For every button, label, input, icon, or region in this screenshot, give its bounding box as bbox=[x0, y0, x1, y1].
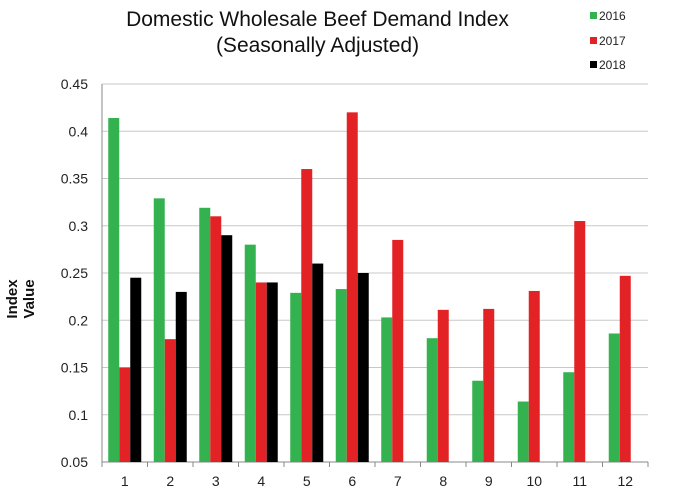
bar-2017-1 bbox=[119, 367, 131, 462]
y-tick-label: 0.2 bbox=[69, 312, 89, 328]
y-tick-label: 0.3 bbox=[69, 218, 89, 234]
legend-item-2017: 2017 bbox=[590, 34, 626, 48]
x-tick-label: 7 bbox=[394, 473, 402, 489]
bar-2018-5 bbox=[312, 263, 324, 462]
bar-2016-6 bbox=[335, 289, 347, 462]
bar-2017-4 bbox=[255, 282, 267, 462]
y-tick-label: 0.1 bbox=[69, 407, 89, 423]
x-tick-label: 3 bbox=[212, 473, 220, 489]
y-tick-label: 0.25 bbox=[61, 265, 88, 281]
bar-2016-12 bbox=[608, 333, 620, 462]
bar-2016-4 bbox=[244, 244, 256, 462]
x-tick-label: 12 bbox=[617, 473, 633, 489]
bar-2017-5 bbox=[301, 169, 313, 463]
bar-2016-7 bbox=[381, 317, 393, 462]
bar-2018-1 bbox=[130, 277, 142, 462]
bar-2016-8 bbox=[426, 338, 438, 462]
chart-title: Domestic Wholesale Beef Demand Index bbox=[126, 8, 509, 31]
legend-swatch-2018 bbox=[590, 61, 597, 68]
bar-2016-1 bbox=[108, 118, 120, 463]
x-tick-label: 4 bbox=[257, 473, 265, 489]
bar-2017-11 bbox=[574, 221, 586, 462]
bar-2017-3 bbox=[210, 216, 222, 462]
bar-2017-12 bbox=[619, 275, 631, 462]
bar-2017-7 bbox=[392, 239, 404, 462]
bar-2017-8 bbox=[437, 309, 449, 462]
y-tick-label: 0.4 bbox=[69, 123, 89, 139]
y-tick-label: 0.05 bbox=[61, 454, 88, 470]
bar-2018-2 bbox=[175, 291, 187, 462]
bar-2018-4 bbox=[266, 282, 278, 462]
bar-2017-6 bbox=[346, 112, 358, 462]
y-tick-label: 0.15 bbox=[61, 360, 88, 376]
x-tick-label: 1 bbox=[121, 473, 129, 489]
x-tick-label: 2 bbox=[166, 473, 174, 489]
y-tick-label: 0.45 bbox=[61, 76, 88, 92]
legend-swatch-2016 bbox=[590, 12, 597, 19]
bar-2016-3 bbox=[199, 207, 211, 462]
bar-2016-10 bbox=[517, 401, 529, 462]
legend-item-2016: 2016 bbox=[590, 9, 626, 23]
legend-label-2018: 2018 bbox=[599, 58, 626, 72]
x-tick-label: 11 bbox=[572, 473, 587, 489]
x-tick-label: 10 bbox=[526, 473, 542, 489]
bar-2016-5 bbox=[290, 292, 302, 462]
legend-swatch-2017 bbox=[590, 37, 597, 44]
bar-2016-11 bbox=[563, 372, 575, 462]
bar-2017-10 bbox=[528, 290, 540, 462]
bar-2017-2 bbox=[164, 339, 176, 462]
bar-2017-9 bbox=[483, 308, 495, 462]
x-tick-label: 6 bbox=[348, 473, 356, 489]
bar-2018-6 bbox=[357, 273, 369, 462]
bar-2018-3 bbox=[221, 235, 233, 462]
y-tick-label: 0.35 bbox=[61, 171, 88, 187]
bar-2016-9 bbox=[472, 380, 484, 462]
x-tick-label: 8 bbox=[439, 473, 447, 489]
chart-subtitle: (Seasonally Adjusted) bbox=[215, 34, 420, 57]
legend-item-2018: 2018 bbox=[590, 58, 626, 72]
legend-label-2017: 2017 bbox=[599, 34, 626, 48]
legend-label-2016: 2016 bbox=[599, 9, 626, 23]
x-tick-label: 9 bbox=[485, 473, 493, 489]
x-tick-label: 5 bbox=[303, 473, 311, 489]
bar-2016-2 bbox=[153, 198, 165, 462]
